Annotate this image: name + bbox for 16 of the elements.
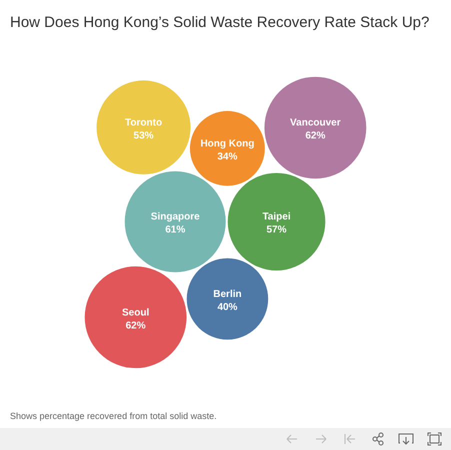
- category-label: Taipei: [262, 212, 291, 223]
- data-label: 57%: [266, 224, 287, 236]
- text: How Does Hong Kong’s Solid Waste Recovery Rate Stack Up?: [10, 14, 430, 31]
- category-label: Berlin: [213, 288, 242, 300]
- data-label: 53%: [134, 130, 154, 142]
- text: Shows percentage recovered from total solid waste.: [10, 411, 217, 421]
- data-label: 34%: [217, 151, 238, 162]
- data-label: 61%: [165, 224, 186, 236]
- category-label: Seoul: [122, 307, 150, 318]
- data-label: 62%: [126, 320, 146, 332]
- category-label: Toronto: [125, 117, 162, 128]
- category-label: Hong Kong: [200, 138, 254, 150]
- data-label: 40%: [217, 302, 238, 313]
- category-label: Vancouver: [290, 118, 341, 129]
- category-label: Singapore: [150, 212, 200, 223]
- data-label: 62%: [305, 130, 326, 142]
